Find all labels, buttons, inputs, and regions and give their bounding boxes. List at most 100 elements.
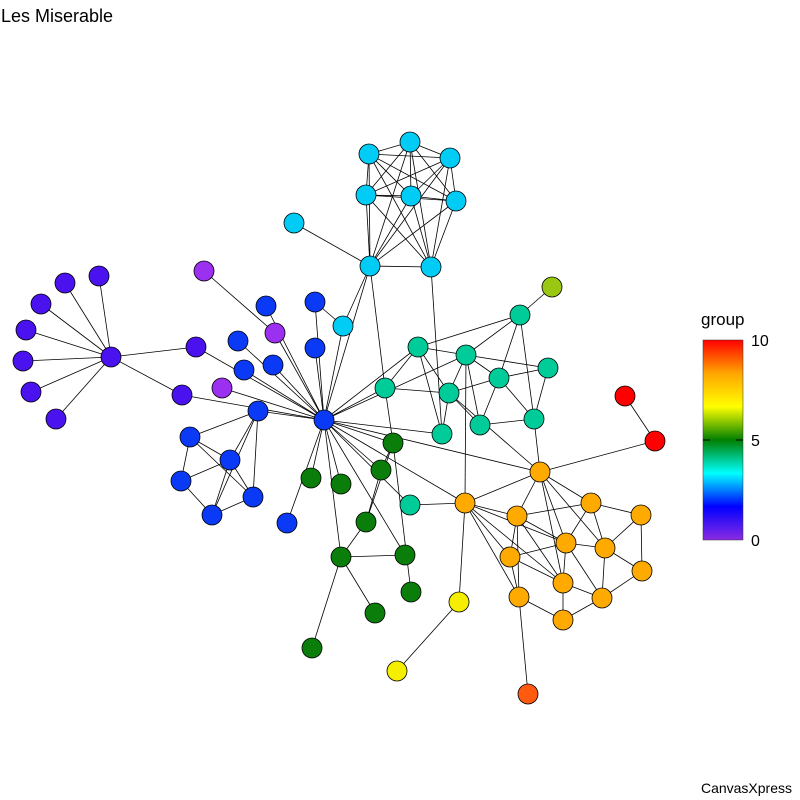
node-group-3[interactable] xyxy=(283,212,305,234)
node-group-2[interactable] xyxy=(262,354,284,376)
node-group-4[interactable] xyxy=(455,344,477,366)
node-group-1[interactable] xyxy=(12,350,34,372)
node-group-1[interactable] xyxy=(54,272,76,294)
edge xyxy=(25,329,112,358)
node-group-5[interactable] xyxy=(301,637,323,659)
node-group-5[interactable] xyxy=(400,581,422,603)
chart-title: Les Miserable xyxy=(1,6,114,26)
node-group-6[interactable] xyxy=(541,276,563,298)
node-group-2[interactable] xyxy=(255,295,277,317)
edge xyxy=(189,436,254,498)
node-group-2[interactable] xyxy=(276,512,298,534)
node-group-2[interactable] xyxy=(242,486,264,508)
node-group-1[interactable] xyxy=(100,346,122,368)
node-group-2[interactable] xyxy=(179,426,201,448)
node-group-4[interactable] xyxy=(438,382,460,404)
edge xyxy=(430,200,457,268)
node-group-5[interactable] xyxy=(394,544,416,566)
node-group-2[interactable] xyxy=(304,291,326,313)
node-group-1[interactable] xyxy=(30,293,52,315)
edge xyxy=(257,410,325,421)
node-group-7[interactable] xyxy=(448,591,470,613)
node-group-2[interactable] xyxy=(313,409,335,431)
node-group-4[interactable] xyxy=(407,336,429,358)
edge xyxy=(195,346,325,421)
node-group-8[interactable] xyxy=(555,532,577,554)
node-group-3[interactable] xyxy=(399,131,421,153)
edge xyxy=(565,542,603,599)
node-group-2[interactable] xyxy=(170,470,192,492)
node-group-0[interactable] xyxy=(211,377,233,399)
edge xyxy=(314,301,325,421)
node-group-0[interactable] xyxy=(264,322,286,344)
node-group-3[interactable] xyxy=(439,147,461,169)
node-group-5[interactable] xyxy=(364,602,386,624)
edge xyxy=(323,419,342,485)
edge xyxy=(464,502,520,598)
node-group-3[interactable] xyxy=(420,256,442,278)
node-group-4[interactable] xyxy=(374,377,396,399)
node-group-1[interactable] xyxy=(185,336,207,358)
node-group-8[interactable] xyxy=(580,492,602,514)
node-group-10[interactable] xyxy=(644,430,666,452)
node-group-5[interactable] xyxy=(300,467,322,489)
node-group-4[interactable] xyxy=(537,357,559,379)
node-group-1[interactable] xyxy=(20,381,42,403)
node-group-0[interactable] xyxy=(193,260,215,282)
edge xyxy=(252,410,259,498)
node-group-4[interactable] xyxy=(509,304,531,326)
edge xyxy=(464,502,564,584)
node-group-5[interactable] xyxy=(382,432,404,454)
node-group-8[interactable] xyxy=(591,587,613,609)
edge xyxy=(369,265,386,389)
node-group-4[interactable] xyxy=(399,494,421,516)
node-group-1[interactable] xyxy=(45,408,67,430)
node-group-4[interactable] xyxy=(523,408,545,430)
node-group-1[interactable] xyxy=(88,265,110,287)
legend-max-label: 10 xyxy=(751,333,769,350)
node-group-2[interactable] xyxy=(201,504,223,526)
edge xyxy=(539,440,656,473)
node-group-2[interactable] xyxy=(219,449,241,471)
node-group-8[interactable] xyxy=(552,609,574,631)
node-group-8[interactable] xyxy=(499,546,521,568)
node-group-8[interactable] xyxy=(508,586,530,608)
edge xyxy=(365,194,371,267)
node-group-8[interactable] xyxy=(630,504,652,526)
node-group-3[interactable] xyxy=(332,315,354,337)
node-group-3[interactable] xyxy=(355,184,377,206)
edge xyxy=(365,157,451,196)
node-group-3[interactable] xyxy=(358,143,380,165)
node-group-8[interactable] xyxy=(529,461,551,483)
node-group-5[interactable] xyxy=(370,459,392,481)
node-group-3[interactable] xyxy=(400,185,422,207)
node-group-2[interactable] xyxy=(227,330,249,352)
node-group-3[interactable] xyxy=(359,255,381,277)
node-group-1[interactable] xyxy=(15,319,37,341)
node-group-8[interactable] xyxy=(552,572,574,594)
node-group-5[interactable] xyxy=(330,546,352,568)
node-group-4[interactable] xyxy=(488,367,510,389)
node-group-5[interactable] xyxy=(330,473,352,495)
node-group-10[interactable] xyxy=(614,385,636,407)
node-group-8[interactable] xyxy=(454,492,476,514)
node-group-2[interactable] xyxy=(233,359,255,381)
node-group-9[interactable] xyxy=(517,683,539,705)
edge xyxy=(458,502,466,603)
node-group-1[interactable] xyxy=(171,384,193,406)
edge xyxy=(30,356,112,393)
edge xyxy=(396,601,460,672)
edge xyxy=(272,364,325,421)
node-layer xyxy=(12,131,666,705)
node-group-7[interactable] xyxy=(386,660,408,682)
node-group-8[interactable] xyxy=(631,560,653,582)
node-group-2[interactable] xyxy=(247,400,269,422)
node-group-4[interactable] xyxy=(431,423,453,445)
node-group-4[interactable] xyxy=(469,414,491,436)
edge xyxy=(465,354,481,426)
node-group-8[interactable] xyxy=(506,505,528,527)
node-group-2[interactable] xyxy=(304,337,326,359)
node-group-3[interactable] xyxy=(445,190,467,212)
node-group-8[interactable] xyxy=(594,537,616,559)
node-group-5[interactable] xyxy=(355,511,377,533)
